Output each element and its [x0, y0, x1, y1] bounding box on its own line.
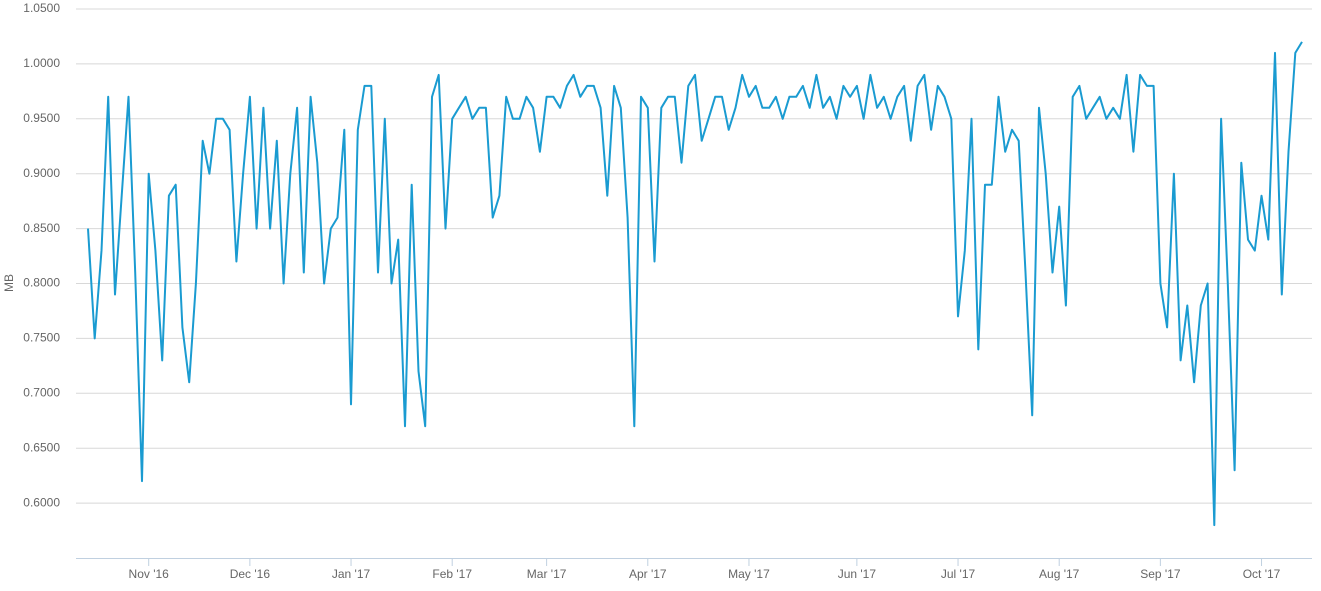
x-tick-label: Feb '17: [432, 567, 472, 581]
data-line: [87, 41, 1303, 527]
x-tick-label: Aug '17: [1039, 567, 1080, 581]
y-tick-label: 0.9000: [23, 166, 60, 180]
x-tick-label: Nov '16: [129, 567, 170, 581]
x-tick-label: Jul '17: [941, 567, 976, 581]
y-tick-label: 0.8000: [23, 276, 60, 290]
y-tick-label: 0.8500: [23, 221, 60, 235]
x-tick-label: May '17: [728, 567, 770, 581]
x-tick-label: Jan '17: [332, 567, 371, 581]
y-tick-label: 0.7500: [23, 331, 60, 345]
y-tick-label: 1.0000: [23, 56, 60, 70]
y-tick-label: 0.7000: [23, 385, 60, 399]
y-tick-label: 0.6500: [23, 440, 60, 454]
y-tick-label: 0.9500: [23, 111, 60, 125]
y-tick-label: 1.0500: [23, 1, 60, 15]
x-tick-label: Sep '17: [1140, 567, 1181, 581]
x-tick-label: Mar '17: [527, 567, 567, 581]
x-tick-label: Oct '17: [1243, 567, 1281, 581]
x-tick-label: Dec '16: [230, 567, 271, 581]
y-axis-label: MB: [2, 274, 16, 292]
y-tick-label: 0.6000: [23, 495, 60, 509]
x-tick-label: Jun '17: [838, 567, 877, 581]
x-tick-label: Apr '17: [629, 567, 667, 581]
